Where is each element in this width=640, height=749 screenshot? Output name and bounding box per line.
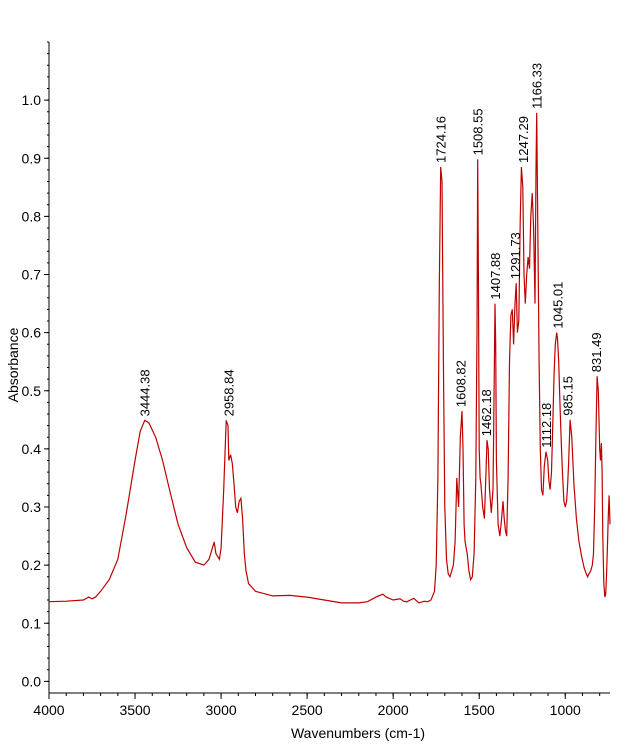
x-tick-label-3: 2500 — [292, 702, 323, 718]
y-tick-label-4: 0.4 — [22, 441, 42, 457]
y-tick-label-10: 1.0 — [22, 92, 42, 108]
peak-label-2: 1724.16 — [434, 116, 449, 163]
x-tick-label-0: 4000 — [33, 702, 64, 718]
peak-label-1: 2958.84 — [221, 369, 236, 416]
peak-label-10: 1112.18 — [539, 403, 554, 448]
y-tick-label-1: 0.1 — [22, 615, 42, 631]
y-tick-label-0: 0.0 — [22, 673, 42, 689]
peak-label-0: 3444.38 — [138, 369, 153, 416]
y-axis-ticks: 0.0 0.1 0.2 0.3 0.4 0.5 0.6 0.7 0.8 0.9 1.0 — [22, 41, 49, 689]
peak-label-3: 1608.82 — [454, 360, 469, 407]
peak-label-12: 985.15 — [561, 376, 576, 416]
y-tick-label-8: 0.8 — [22, 208, 42, 224]
y-axis-title: Absorbance — [5, 327, 21, 402]
peak-label-7: 1291.73 — [508, 232, 523, 279]
y-tick-label-5: 0.5 — [22, 383, 42, 399]
y-tick-label-7: 0.7 — [22, 267, 42, 283]
peak-label-9: 1166.33 — [530, 63, 545, 109]
peak-label-5: 1462.18 — [479, 389, 494, 436]
x-tick-label-2: 3000 — [206, 702, 237, 718]
y-tick-label-9: 0.9 — [22, 150, 42, 166]
peak-label-11: 1045.01 — [551, 282, 566, 329]
x-tick-label-5: 1500 — [464, 702, 495, 718]
x-tick-label-4: 2000 — [378, 702, 409, 718]
y-tick-label-2: 0.2 — [22, 557, 42, 573]
series-line-spectrum — [48, 112, 611, 604]
peak-label-4: 1508.55 — [471, 108, 486, 155]
peak-labels: 3444.38 2958.84 1724.16 1608.82 1508.55 1462.… — [138, 63, 604, 448]
x-tick-label-1: 3500 — [119, 702, 150, 718]
peak-label-6: 1407.88 — [488, 253, 503, 300]
peak-label-13: 831.49 — [589, 332, 604, 372]
y-tick-label-3: 0.3 — [22, 499, 42, 515]
peak-label-8: 1247.29 — [516, 116, 531, 163]
x-tick-label-6: 1000 — [550, 702, 581, 718]
x-axis-ticks: 4000 3500 3000 2500 2000 1500 1000 — [33, 693, 601, 718]
x-axis-title: Wavenumbers (cm-1) — [291, 725, 425, 741]
y-tick-label-6: 0.6 — [22, 325, 42, 341]
